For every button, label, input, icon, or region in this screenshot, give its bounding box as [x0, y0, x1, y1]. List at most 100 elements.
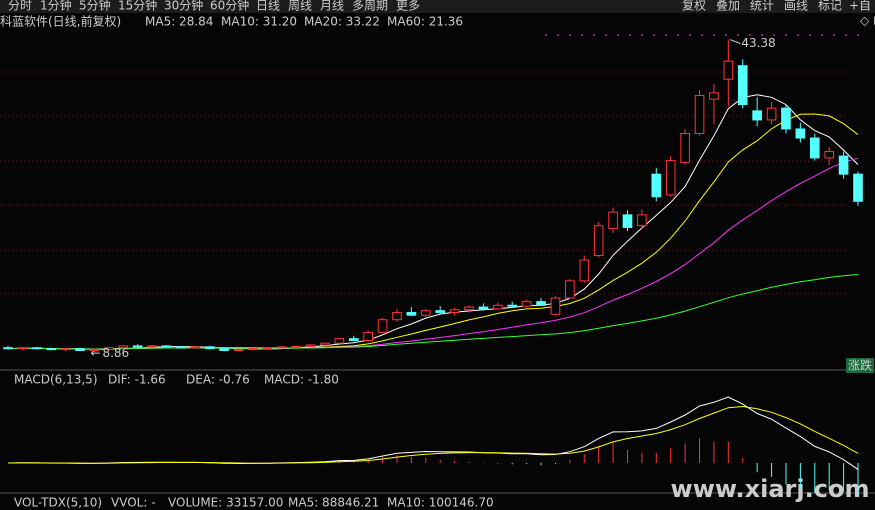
toolbar-item[interactable]: 日线 [256, 0, 280, 13]
vol-label: MA10: 100146.70 [387, 496, 494, 510]
toolbar-item[interactable]: 30分钟 [164, 0, 203, 13]
candle-body [795, 128, 806, 139]
toolbar-item[interactable]: 1分钟 [40, 0, 72, 13]
ma-label: MA20: 33.22 [304, 15, 380, 29]
vol-label: VVOL: - [111, 496, 156, 510]
toolbar-item[interactable]: +自 [849, 0, 871, 13]
candle-body [118, 345, 129, 349]
candle-body [449, 309, 460, 313]
toolbar-item[interactable]: 画线 [784, 0, 808, 13]
candle-body [464, 306, 474, 311]
candle-body [853, 173, 863, 202]
ma-label: MA60: 21.36 [387, 15, 463, 29]
ma-label: MA10: 31.20 [221, 15, 297, 29]
candle-body [665, 160, 676, 196]
toggle-button-bg[interactable] [846, 358, 874, 373]
candle-body [248, 348, 258, 351]
candle-body [291, 345, 301, 348]
candle-body [824, 151, 835, 159]
candle-body [46, 348, 57, 351]
candle-body [190, 346, 201, 349]
candle-body [565, 280, 575, 299]
toolbar-item[interactable]: 统计 [750, 0, 774, 13]
macd-label: DEA: -0.76 [186, 373, 250, 387]
vol-label: VOLUME: 33157.00 [168, 496, 283, 510]
annotation-pointer [730, 39, 741, 45]
toolbar-bg [0, 0, 875, 13]
toolbar-item[interactable]: 复权 [682, 0, 706, 13]
candle-body [521, 301, 532, 307]
icon[interactable]: ◇ ⊟ [860, 14, 875, 28]
low-arrow: ← [90, 346, 100, 360]
candle-body [809, 137, 820, 159]
high-label: 43.38 [741, 36, 775, 50]
candle-body [737, 65, 748, 106]
candle-body [766, 107, 777, 121]
toolbar-item[interactable]: 15分钟 [118, 0, 157, 13]
candle-body [3, 347, 13, 350]
candle-body [435, 310, 446, 313]
vol-title: VOL-TDX(5,10) [14, 496, 102, 510]
candle-body [622, 214, 633, 228]
candle-body [161, 345, 172, 348]
candle-body [31, 347, 42, 350]
candle-body [276, 346, 287, 349]
candle-body [334, 338, 345, 344]
candle-body [204, 346, 215, 350]
candle-body [680, 132, 690, 163]
candle-body [305, 344, 316, 347]
chart-title: 科蓝软件(日线,前复权) [0, 14, 121, 29]
candle-body [392, 311, 402, 321]
toggle-button[interactable]: 涨跌 [848, 358, 872, 373]
candle-body [406, 311, 417, 316]
candle-body [593, 225, 604, 257]
candle-body [709, 92, 719, 100]
candle-body [262, 347, 273, 350]
candle-body [694, 95, 705, 134]
candle-body [233, 349, 244, 352]
toolbar-item[interactable]: 月线 [320, 0, 344, 13]
toolbar-item[interactable]: 多周期 [352, 0, 388, 13]
candle-body [637, 214, 647, 227]
toolbar-item[interactable]: 5分钟 [79, 0, 111, 13]
candle-body [838, 155, 849, 175]
toolbar-item[interactable]: 标记 [818, 0, 842, 13]
vol-label: MA5: 88846.21 [288, 496, 379, 510]
candle-body [420, 310, 431, 316]
candle-body [219, 348, 229, 351]
candle-body [104, 347, 114, 351]
candle-body [781, 107, 791, 130]
candle-body [752, 110, 762, 121]
toolbar-item[interactable]: 分时 [8, 0, 32, 13]
candle-body [478, 306, 489, 310]
candle-body [147, 345, 157, 348]
candle-body [132, 345, 143, 348]
candle-body [176, 346, 186, 349]
candle-body [60, 348, 71, 351]
ma-label: MA5: 28.84 [145, 15, 213, 29]
candle-body [493, 304, 503, 310]
candle-body [651, 173, 662, 198]
candle-body [320, 342, 330, 346]
candle-body [536, 301, 546, 306]
toolbar-item[interactable]: 60分钟 [210, 0, 249, 13]
toolbar-item[interactable]: 叠加 [716, 0, 740, 13]
macd-label: DIF: -1.66 [108, 373, 166, 387]
candle-body [507, 304, 518, 307]
macd-label: MACD: -1.80 [264, 373, 339, 387]
candle-body [89, 349, 100, 352]
candle-body [348, 338, 359, 341]
toolbar-item[interactable]: 更多 [396, 0, 420, 13]
candle-body [550, 297, 561, 315]
candle-body [377, 319, 388, 333]
ma-line [7, 274, 859, 350]
candle-body [723, 60, 734, 80]
macd-title: MACD(6,13,5) [14, 373, 98, 387]
watermark: www.xiarj.com [671, 475, 870, 503]
low-label: 8.86 [102, 346, 129, 360]
candle-body [75, 348, 85, 351]
toolbar-item[interactable]: 周线 [288, 0, 312, 13]
